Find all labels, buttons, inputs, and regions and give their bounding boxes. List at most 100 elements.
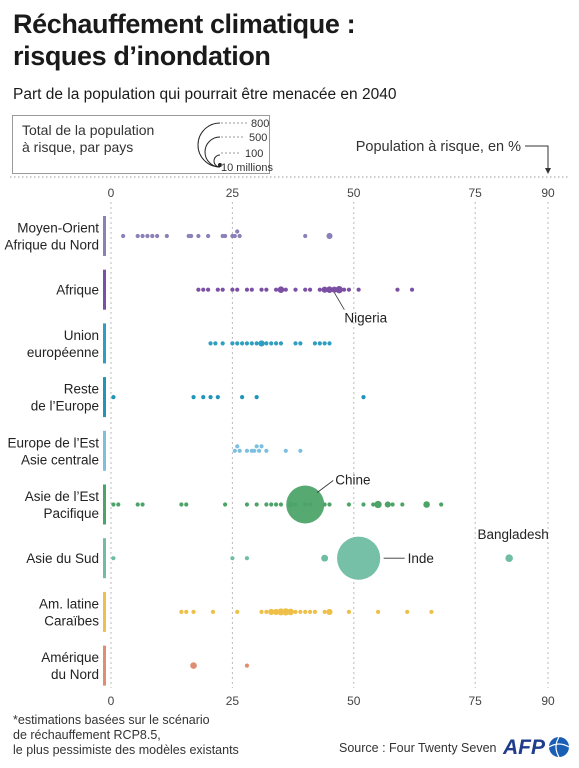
data-point-asie-de-l-est-pacifique-2 (135, 502, 140, 507)
region-bar-am-rique-du-nord (103, 645, 106, 686)
data-point-reste-de-l-europe-7 (361, 395, 366, 400)
data-point-am-latine-cara-bes-21 (405, 609, 410, 615)
callout-label-chine: Chine (335, 473, 370, 488)
data-point-asie-de-l-est-pacifique-8 (254, 502, 259, 507)
data-point-afrique-7 (244, 287, 250, 292)
data-point-europe-de-l-est-asie-centrale-0 (232, 448, 237, 453)
data-point-union-europ-enne-9 (258, 340, 265, 347)
data-point-europe-de-l-est-asie-centrale-5 (252, 448, 257, 453)
data-point-union-europ-enne-15 (298, 341, 303, 346)
data-point-am-latine-cara-bes-14 (303, 609, 308, 615)
data-point-am-latine-cara-bes-0 (179, 609, 184, 615)
data-point-asie-du-sud-4 (337, 536, 381, 580)
afp-logo-text: AFP (503, 736, 546, 759)
data-point-am-latine-cara-bes-17 (322, 609, 327, 615)
data-point-reste-de-l-europe-4 (215, 395, 220, 400)
data-point-am-rique-du-nord-0 (190, 662, 197, 669)
region-label-union-europ-enne-1: européenne (27, 345, 99, 360)
data-point-am-latine-cara-bes-7 (268, 608, 275, 615)
data-point-union-europ-enne-2 (220, 341, 225, 346)
data-point-asie-de-l-est-pacifique-20 (361, 502, 366, 507)
region-label-moyen-orient-afrique-du-nord-0: Moyen-Orient (17, 221, 99, 236)
data-point-moyen-orient-afrique-du-nord-14 (232, 233, 237, 239)
x-tick-top-25: 25 (226, 186, 240, 200)
data-point-moyen-orient-afrique-du-nord-6 (164, 233, 169, 239)
data-point-asie-de-l-est-pacifique-3 (140, 502, 145, 507)
data-point-union-europ-enne-7 (249, 341, 254, 346)
data-point-asie-de-l-est-pacifique-19 (346, 502, 352, 507)
x-tick-top-50: 50 (347, 186, 361, 200)
data-point-afrique-6 (235, 287, 240, 292)
region-label-moyen-orient-afrique-du-nord-1: Afrique du Nord (4, 238, 99, 253)
data-point-europe-de-l-est-asie-centrale-7 (256, 448, 262, 453)
legend-circle-10 (218, 163, 222, 167)
footnote: *estimations basées sur le scénario de r… (13, 713, 239, 758)
size-legend-line-2: à risque, par pays (22, 139, 134, 155)
data-point-am-latine-cara-bes-4 (235, 609, 240, 615)
title-line-2: risques d’inondation (13, 41, 271, 71)
data-point-union-europ-enne-6 (244, 341, 250, 346)
data-point-reste-de-l-europe-6 (254, 395, 259, 400)
data-point-moyen-orient-afrique-du-nord-16 (237, 233, 242, 239)
data-point-europe-de-l-est-asie-centrale-2 (237, 448, 242, 453)
region-label-asie-de-l-est-pacifique-1: Pacifique (43, 506, 99, 521)
data-point-am-rique-du-nord-1 (244, 663, 250, 668)
callout-label-bangladesh: Bangladesh (477, 527, 548, 542)
data-point-union-europ-enne-19 (327, 341, 332, 346)
region-label-am-rique-du-nord-1: du Nord (51, 667, 99, 682)
data-point-am-latine-cara-bes-22 (429, 609, 434, 615)
region-label-asie-de-l-est-pacifique-0: Asie de l’Est (25, 489, 100, 504)
data-point-am-latine-cara-bes-3 (210, 609, 216, 615)
data-point-am-latine-cara-bes-13 (298, 609, 303, 615)
data-point-moyen-orient-afrique-du-nord-5 (155, 233, 160, 239)
data-point-afrique-12 (277, 286, 285, 293)
data-point-am-latine-cara-bes-12 (293, 609, 298, 615)
region-label-union-europ-enne-0: Union (64, 328, 99, 343)
data-point-union-europ-enne-1 (213, 341, 218, 346)
data-point-afrique-2 (206, 287, 211, 292)
data-point-afrique-26 (409, 287, 415, 292)
data-point-reste-de-l-europe-3 (208, 395, 213, 400)
data-point-afrique-20 (331, 286, 338, 293)
region-bar-moyen-orient-afrique-du-nord (103, 216, 106, 256)
data-point-asie-du-sud-3 (321, 554, 329, 562)
data-point-union-europ-enne-14 (293, 341, 298, 346)
data-point-asie-de-l-est-pacifique-4 (179, 502, 184, 507)
chart-subtitle: Part de la population qui pourrait être … (13, 86, 397, 103)
x-tick-bottom-0: 0 (108, 694, 115, 708)
footnote-line-2: de réchauffement RCP8.5, (13, 728, 161, 742)
data-point-asie-de-l-est-pacifique-5 (184, 502, 189, 507)
footnote-line-1: *estimations basées sur le scénario (13, 713, 210, 727)
data-point-europe-de-l-est-asie-centrale-10 (283, 448, 288, 453)
data-point-afrique-16 (307, 287, 313, 292)
data-point-union-europ-enne-16 (312, 341, 318, 346)
legend-circle-100 (213, 154, 221, 168)
size-legend-circles: 800 500 100 10 millions (197, 118, 273, 174)
data-point-asie-de-l-est-pacifique-25 (400, 502, 405, 507)
axis-caption-arrow (525, 145, 549, 172)
afp-logo-globe (549, 737, 569, 757)
legend-size-500: 500 (249, 132, 267, 144)
x-tick-bottom-90: 90 (541, 694, 555, 708)
data-point-am-latine-cara-bes-6 (264, 609, 269, 615)
data-point-moyen-orient-afrique-du-nord-18 (326, 232, 333, 240)
region-bar-europe-de-l-est-asie-centrale (103, 430, 106, 471)
data-point-am-latine-cara-bes-1 (184, 609, 189, 615)
data-point-asie-de-l-est-pacifique-28 (286, 485, 325, 524)
data-point-afrique-0 (196, 287, 201, 292)
data-point-reste-de-l-europe-2 (201, 395, 206, 400)
region-label-am-latine-cara-bes-1: Caraïbes (44, 613, 99, 628)
x-tick-top-0: 0 (108, 186, 115, 200)
data-point-am-latine-cara-bes-19 (346, 609, 352, 615)
legend-size-10: 10 millions (221, 162, 273, 174)
data-point-afrique-22 (341, 287, 347, 292)
data-point-moyen-orient-afrique-du-nord-10 (206, 233, 211, 239)
legend-circle-800 (197, 122, 221, 168)
data-point-asie-de-l-est-pacifique-11 (273, 502, 279, 507)
x-tick-top-90: 90 (541, 186, 555, 200)
data-point-am-latine-cara-bes-11 (287, 608, 294, 616)
region-label-reste-de-l-europe-0: Reste (64, 382, 99, 397)
data-point-moyen-orient-afrique-du-nord-2 (140, 233, 145, 239)
data-point-afrique-8 (249, 287, 254, 292)
